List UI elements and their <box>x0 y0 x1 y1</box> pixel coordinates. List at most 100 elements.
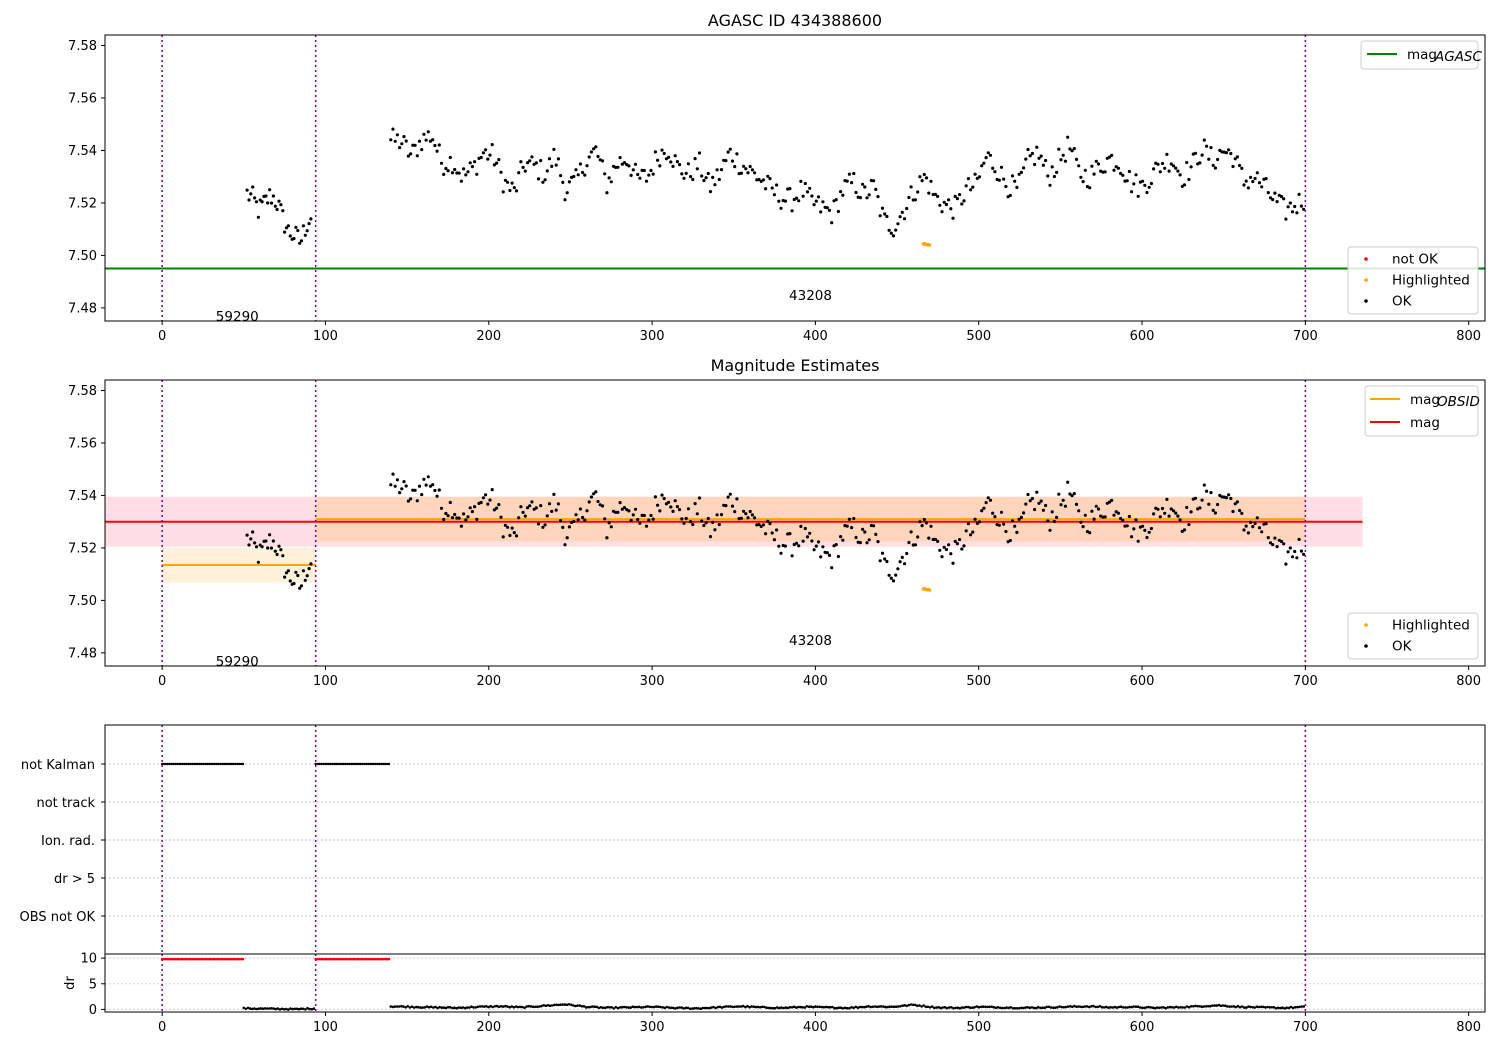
flag-point <box>187 762 190 766</box>
dr-point <box>265 1007 269 1010</box>
ok-point <box>1037 501 1041 505</box>
ok-point <box>1103 170 1107 174</box>
ok-point <box>1246 186 1250 190</box>
ok-point <box>1059 158 1063 162</box>
ok-point <box>415 154 419 158</box>
ok-point <box>1066 135 1070 139</box>
dr-point <box>640 1006 643 1009</box>
ok-point <box>682 176 686 180</box>
dr-point <box>620 1005 624 1009</box>
dr-point <box>451 1006 454 1010</box>
ok-point <box>1134 518 1138 522</box>
ok-point <box>883 212 887 216</box>
ok-point <box>1145 535 1149 540</box>
ok-point <box>1149 181 1153 186</box>
ok-point <box>1028 154 1032 158</box>
ok-point <box>678 508 682 512</box>
ok-point <box>596 154 600 159</box>
ok-point <box>1081 180 1085 184</box>
ok-point <box>253 541 257 545</box>
ok-point <box>464 518 468 522</box>
ok-point <box>933 192 938 196</box>
ok-point <box>433 143 437 148</box>
dr-clipped-point <box>241 957 245 961</box>
dr-point <box>746 1004 749 1008</box>
ok-point <box>949 552 953 556</box>
flag-point <box>179 762 183 766</box>
dr-point <box>669 1006 673 1010</box>
flag-point <box>219 762 222 766</box>
ok-point <box>530 500 534 504</box>
dr-point <box>261 1007 265 1010</box>
ok-point <box>999 510 1004 514</box>
ok-point <box>470 510 474 514</box>
ok-point <box>799 179 803 183</box>
ok-point <box>286 224 290 228</box>
ok-point <box>1211 163 1215 167</box>
dr-point <box>877 1005 881 1008</box>
flag-point <box>340 762 344 766</box>
ok-point <box>1244 179 1248 183</box>
ok-point <box>517 171 521 175</box>
dr-point <box>962 1006 966 1009</box>
flag-point <box>320 762 323 766</box>
dr-point <box>1062 1006 1066 1009</box>
dr-point <box>1083 1005 1087 1008</box>
dr-point <box>572 1004 575 1007</box>
dr-point <box>402 1005 405 1008</box>
ok-point <box>1297 192 1301 196</box>
ok-point <box>739 171 744 175</box>
ok-point <box>1083 168 1087 172</box>
ok-point <box>260 200 264 204</box>
ok-point <box>713 528 717 532</box>
x-tick-label: 400 <box>803 674 828 689</box>
dr-point <box>1291 1006 1295 1010</box>
ok-point <box>475 517 479 521</box>
ok-point <box>1231 164 1235 169</box>
flag-point <box>387 762 391 766</box>
ok-point <box>490 143 494 147</box>
dr-point <box>924 1005 928 1009</box>
ok-point <box>1026 492 1030 497</box>
dr-point <box>671 1006 675 1010</box>
dr-point <box>1071 1005 1074 1009</box>
ok-point <box>1273 191 1277 195</box>
ok-point <box>783 199 788 203</box>
ok-point <box>545 169 549 173</box>
ok-point <box>638 521 642 525</box>
dr-point <box>882 1005 885 1008</box>
dr-point <box>1138 1006 1142 1009</box>
dr-point <box>627 1006 630 1009</box>
ok-point <box>589 150 594 154</box>
dr-clipped-point <box>230 957 233 961</box>
legend-marker <box>1364 257 1368 261</box>
ok-point <box>503 178 507 182</box>
dr-point <box>268 1007 271 1010</box>
ok-point <box>1266 536 1270 540</box>
ok-point <box>1202 138 1206 142</box>
ok-point <box>1158 515 1162 519</box>
flag-point <box>209 762 213 766</box>
ok-point <box>984 501 988 505</box>
x-tick-label: 800 <box>1456 1020 1481 1035</box>
flag-point <box>189 762 192 766</box>
ok-point <box>530 155 534 159</box>
dr-point <box>659 1005 662 1009</box>
flag-point <box>385 762 389 766</box>
ok-point <box>964 529 968 533</box>
dr-clipped-point <box>351 957 355 961</box>
dr-point <box>1230 1005 1233 1008</box>
dr-clipped-point <box>323 957 327 961</box>
ok-point <box>1008 193 1012 198</box>
ok-point <box>909 185 913 189</box>
dr-point <box>892 1005 896 1008</box>
ok-point <box>1061 498 1065 502</box>
dr-point <box>253 1007 256 1010</box>
dr-point <box>282 1008 286 1011</box>
ok-point <box>735 497 739 501</box>
ok-point <box>1002 522 1006 526</box>
dr-point <box>550 1004 554 1007</box>
